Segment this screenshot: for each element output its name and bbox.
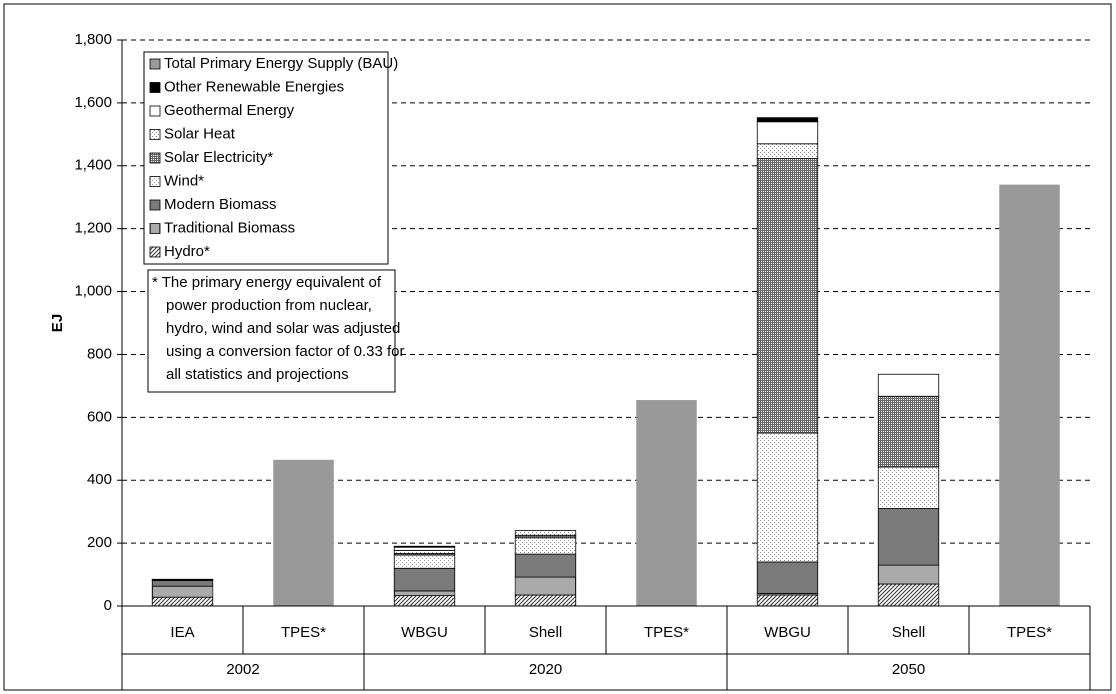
note-line: all statistics and projections: [166, 366, 349, 383]
bar-segment: [877, 508, 940, 566]
legend-swatch: [149, 82, 161, 93]
bar-segment: [393, 546, 456, 551]
bar-segment: [393, 590, 456, 597]
legend-swatch: [149, 246, 161, 258]
bar-segment: [877, 395, 940, 468]
x-tick-label: TPES*: [1007, 624, 1052, 641]
chart-frame: [3, 3, 1112, 691]
group-label: 2020: [529, 661, 562, 678]
bar-segment: [756, 432, 819, 563]
note-line: power production from nuclear,: [166, 297, 372, 314]
legend-label: Other Renewable Energies: [164, 78, 344, 95]
group-label: 2002: [226, 661, 259, 678]
bar-segment: [756, 121, 819, 145]
x-tick-label: TPES*: [644, 624, 689, 641]
legend-label: Solar Electricity*: [164, 149, 273, 166]
x-tick-label: Shell: [529, 624, 562, 641]
legend-label: Wind*: [164, 172, 204, 189]
y-tick-label: 1,400: [74, 157, 112, 174]
bar-segment: [393, 567, 456, 592]
y-tick-label: 800: [87, 345, 112, 362]
legend-label: Modern Biomass: [164, 196, 277, 213]
y-tick-label: 1,200: [74, 220, 112, 237]
x-tick-label: WBGU: [401, 624, 448, 641]
bar-segment: [273, 459, 334, 606]
note-line: hydro, wind and solar was adjusted: [166, 320, 400, 337]
bar-segment: [756, 561, 819, 594]
bar-segment: [756, 158, 819, 434]
bar-segment: [999, 184, 1060, 606]
bar-segment: [514, 576, 577, 596]
bar-segment: [514, 594, 577, 607]
bar-segment: [514, 553, 577, 578]
bar-segment: [393, 554, 456, 569]
y-tick-label: 1,600: [74, 94, 112, 111]
y-tick-label: 400: [87, 471, 112, 488]
legend-label: Total Primary Energy Supply (BAU): [164, 55, 398, 72]
bar-segment: [393, 595, 456, 607]
legend-label: Traditional Biomass: [164, 219, 295, 236]
bar-segment: [393, 545, 456, 548]
bar-segment: [514, 537, 577, 555]
group-label: 2050: [892, 661, 925, 678]
bar-segment: [514, 530, 577, 536]
bar-segment: [151, 578, 214, 581]
bar-segment: [756, 594, 819, 607]
legend-swatch: [149, 105, 161, 117]
legend-label: Solar Heat: [164, 125, 236, 142]
legend-swatch: [149, 199, 161, 211]
legend-swatch: [149, 176, 161, 187]
x-tick-label: Shell: [892, 624, 925, 641]
y-tick-label: 1,800: [74, 31, 112, 48]
bar-segment: [151, 580, 214, 587]
bar-segment: [877, 466, 940, 509]
note-box: [147, 269, 396, 393]
legend-swatch: [149, 223, 161, 234]
y-tick-label: 600: [87, 408, 112, 425]
x-tick-label: WBGU: [764, 624, 811, 641]
bar-segment: [756, 143, 819, 159]
x-tick-label: TPES*: [281, 624, 326, 641]
legend-label: Hydro*: [164, 243, 210, 260]
bar-segment: [877, 583, 940, 607]
bar-segment: [151, 596, 214, 607]
legend-swatch: [149, 58, 161, 70]
note-line: using a conversion factor of 0.33 for: [166, 343, 404, 360]
bar-segment: [756, 117, 819, 123]
bar-segment: [877, 373, 940, 397]
y-tick-label: 0: [104, 597, 112, 614]
bar-segment: [151, 585, 214, 598]
bar-segment: [877, 564, 940, 585]
bar-segment: [393, 549, 456, 554]
x-tick-label: IEA: [170, 624, 194, 641]
y-axis-label: EJ: [49, 314, 66, 332]
legend-label: Geothermal Energy: [164, 102, 295, 119]
y-tick-label: 1,000: [74, 283, 112, 300]
legend-swatch: [149, 129, 161, 140]
y-tick-label: 200: [87, 534, 112, 551]
note-line: * The primary energy equivalent of: [152, 274, 382, 291]
legend-box: [143, 51, 389, 265]
bar-segment: [636, 400, 697, 606]
legend-swatch: [149, 152, 161, 164]
